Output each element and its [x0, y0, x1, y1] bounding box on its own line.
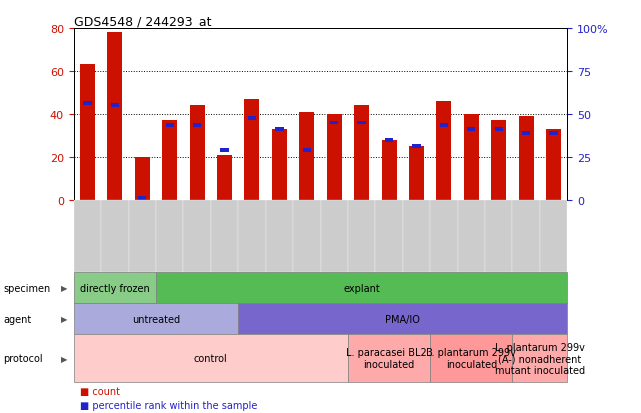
Bar	[244, 100, 260, 200]
Text: ■ count: ■ count	[80, 386, 120, 396]
Bar	[248, 117, 256, 121]
Text: untreated: untreated	[132, 314, 180, 324]
Bar	[491, 121, 506, 200]
Text: protocol: protocol	[3, 353, 43, 363]
Text: ▶: ▶	[61, 354, 67, 363]
Text: L. paracasei BL23
inoculated: L. paracasei BL23 inoculated	[345, 347, 433, 369]
Bar	[135, 157, 150, 200]
Bar	[303, 149, 311, 153]
Bar	[272, 130, 287, 200]
Bar	[467, 128, 476, 131]
Bar	[275, 128, 283, 131]
Bar	[83, 102, 92, 106]
Text: directly frozen: directly frozen	[80, 283, 150, 293]
Bar	[412, 145, 420, 149]
Bar	[299, 112, 314, 200]
Bar	[464, 114, 479, 200]
Bar	[327, 114, 342, 200]
Bar	[440, 123, 448, 127]
Text: control: control	[194, 353, 228, 363]
Bar	[549, 132, 558, 136]
Bar	[381, 140, 397, 200]
Bar	[80, 65, 95, 200]
Bar	[217, 155, 232, 200]
Bar	[107, 33, 122, 200]
Bar	[519, 117, 534, 200]
Bar	[546, 130, 561, 200]
Bar	[330, 121, 338, 125]
Text: agent: agent	[3, 314, 31, 324]
Bar	[495, 128, 503, 131]
Bar	[409, 147, 424, 200]
Bar	[193, 123, 201, 127]
Bar	[385, 138, 393, 142]
Text: L. plantarum 299v
inoculated: L. plantarum 299v inoculated	[426, 347, 516, 369]
Bar	[522, 132, 530, 136]
Text: PMA/IO: PMA/IO	[385, 314, 420, 324]
Bar	[165, 123, 174, 127]
Bar	[111, 104, 119, 108]
Bar	[138, 196, 146, 200]
Bar	[221, 149, 229, 153]
Text: ▶: ▶	[61, 315, 67, 323]
Text: GDS4548 / 244293_at: GDS4548 / 244293_at	[74, 15, 212, 28]
Bar	[162, 121, 177, 200]
Text: explant: explant	[344, 283, 380, 293]
Bar	[437, 102, 451, 200]
Text: L. plantarum 299v
(A-) nonadherent
mutant inoculated: L. plantarum 299v (A-) nonadherent mutan…	[495, 342, 585, 375]
Text: ▶: ▶	[61, 284, 67, 292]
Bar	[358, 121, 366, 125]
Text: specimen: specimen	[3, 283, 51, 293]
Bar	[190, 106, 204, 200]
Text: ■ percentile rank within the sample: ■ percentile rank within the sample	[80, 400, 258, 410]
Bar	[354, 106, 369, 200]
